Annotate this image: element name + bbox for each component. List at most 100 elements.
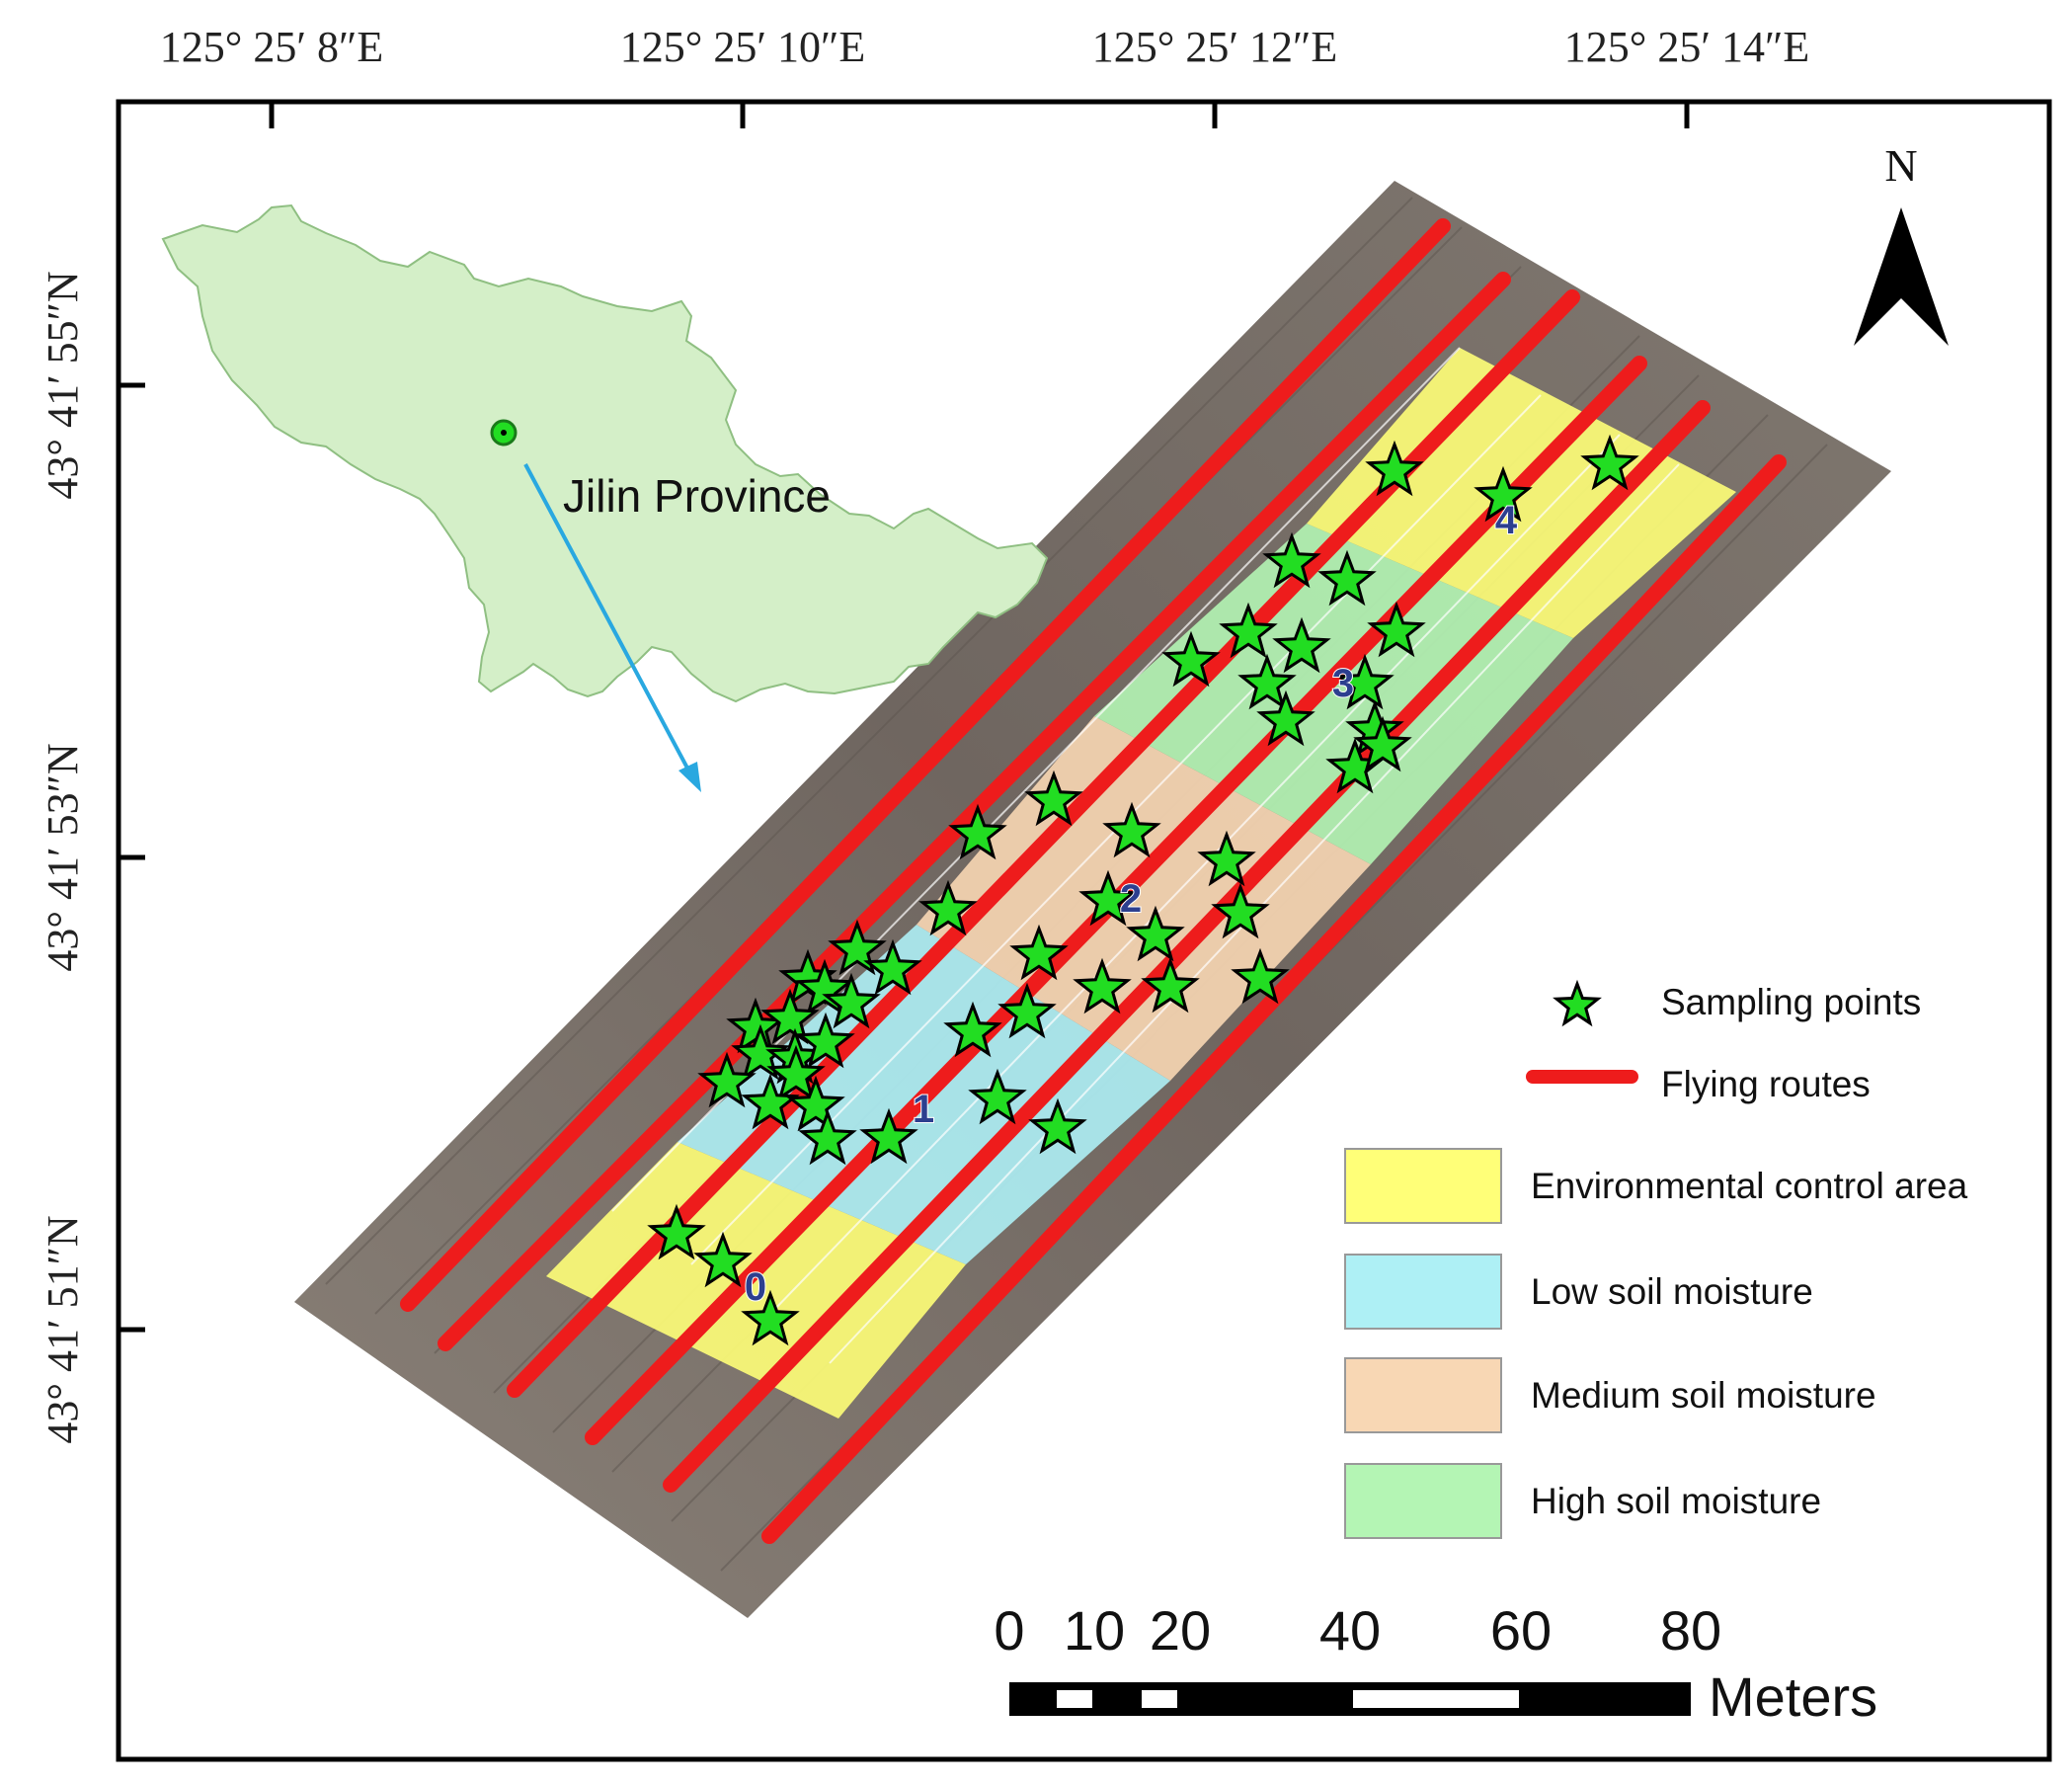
sampling-point-9	[1161, 630, 1221, 688]
sampling-point-45	[798, 1108, 857, 1166]
sampling-point-12	[1256, 690, 1315, 747]
scale-tick-20: 20	[1150, 1599, 1211, 1662]
scale-tick-0: 0	[994, 1599, 1024, 1662]
scale-tick-40: 40	[1319, 1599, 1381, 1662]
sampling-point-18	[1102, 801, 1161, 858]
legend-item-flying-routes: Flying routes	[1526, 1064, 1871, 1104]
sampling-point-11	[1335, 653, 1395, 710]
flying-routes	[400, 218, 1787, 1544]
sampling-points	[647, 434, 1639, 1346]
top-coordinate-label-4: 125° 25′ 14″E	[1564, 23, 1809, 71]
flying-route-1	[400, 218, 1451, 1312]
legend-control-area-swatch	[1344, 1148, 1502, 1224]
scale-unit-label: Meters	[1709, 1665, 1877, 1728]
legend-high-moisture-label: High soil moisture	[1531, 1481, 1821, 1521]
sampling-point-37	[731, 1023, 790, 1081]
sampling-point-35	[943, 1001, 1002, 1058]
sampling-point-3	[1580, 434, 1639, 491]
north-arrow: N	[1854, 140, 1949, 346]
legend-sampling-points-label: Sampling points	[1661, 982, 1921, 1022]
sampling-point-49	[693, 1231, 753, 1288]
sampling-point-31	[795, 958, 854, 1015]
zone-number-3: 3	[1332, 662, 1354, 705]
top-coordinate-label-1: 125° 25′ 8″E	[160, 23, 383, 71]
sampling-point-34	[760, 988, 820, 1045]
sampling-point-22	[1126, 905, 1185, 962]
legend-low-moisture-label: Low soil moisture	[1531, 1271, 1813, 1312]
legend-item-medium-soil-moisture: Medium soil moisture	[1344, 1357, 1876, 1433]
sampling-point-25	[1073, 957, 1132, 1014]
legend-sampling-point-icon	[1553, 979, 1602, 1027]
scale-tick-60: 60	[1490, 1599, 1552, 1662]
sampling-point-2	[1474, 465, 1533, 523]
sampling-point-27	[1231, 947, 1290, 1005]
sampling-point-30	[863, 938, 922, 996]
legend-medium-moisture-label: Medium soil moisture	[1531, 1375, 1876, 1416]
jilin-province-shape	[161, 203, 1049, 703]
sampling-point-50	[741, 1289, 800, 1346]
left-coordinate-label-2: 43° 41′ 53″N	[39, 743, 87, 971]
high-moisture-zone	[1094, 524, 1573, 864]
sampling-point-46	[968, 1068, 1027, 1125]
scale-bar: 0 10 20 40 60 80 Meters	[994, 1599, 1877, 1728]
sampling-point-36	[997, 982, 1057, 1039]
sampling-point-44	[859, 1107, 918, 1165]
sampling-point-16	[948, 803, 1007, 860]
sampling-point-7	[1272, 616, 1331, 674]
left-coordinate-axis: 43° 41′ 55″N 43° 41′ 53″N 43° 41′ 51″N	[39, 271, 145, 1444]
sampling-point-42	[741, 1073, 800, 1130]
north-arrow-icon	[1854, 207, 1949, 346]
sampling-point-28	[828, 919, 887, 976]
sampling-point-26	[1141, 956, 1200, 1014]
legend-medium-moisture-swatch	[1344, 1357, 1502, 1433]
legend-flying-routes-label: Flying routes	[1661, 1064, 1871, 1104]
zone-number-4: 4	[1495, 499, 1518, 542]
sampling-point-8	[1367, 601, 1426, 658]
scale-tick-80: 80	[1660, 1599, 1721, 1662]
zone-number-2: 2	[1120, 877, 1142, 921]
flying-route-5	[663, 400, 1711, 1493]
sampling-point-4	[1262, 531, 1321, 589]
sampling-point-24	[1009, 924, 1069, 981]
sampling-point-43	[786, 1075, 845, 1132]
top-coordinate-label-3: 125° 25′ 12″E	[1092, 23, 1337, 71]
zone-number-1: 1	[913, 1088, 934, 1131]
legend-item-high-soil-moisture: High soil moisture	[1344, 1463, 1821, 1539]
flying-route-2	[438, 272, 1511, 1351]
sampling-point-6	[1219, 602, 1278, 659]
left-coordinate-label-1: 43° 41′ 55″N	[39, 271, 87, 499]
sampling-point-39	[796, 1012, 855, 1069]
legend-high-moisture-swatch	[1344, 1463, 1502, 1539]
zone-number-0: 0	[745, 1265, 766, 1309]
north-arrow-label: N	[1884, 140, 1917, 191]
sampling-point-17	[1024, 770, 1083, 827]
jilin-province-label: Jilin Province	[563, 470, 831, 522]
legend-item-sampling-points: Sampling points	[1553, 979, 1921, 1027]
sampling-point-15	[1353, 715, 1412, 772]
sampling-point-48	[647, 1203, 706, 1260]
inset-pointer-arrow	[523, 463, 693, 776]
legend-low-moisture-swatch	[1344, 1254, 1502, 1330]
top-coordinate-axis: 125° 25′ 8″E 125° 25′ 10″E 125° 25′ 12″E…	[160, 23, 1809, 128]
legend-control-area-label: Environmental control area	[1531, 1166, 1968, 1206]
sampling-point-10	[1237, 653, 1297, 710]
inset-pointer-arrowhead	[678, 762, 701, 792]
jilin-province-inset: Jilin Province	[161, 203, 1049, 792]
sampling-point-41	[766, 1044, 826, 1101]
sampling-point-32	[822, 972, 881, 1029]
sampling-point-40	[697, 1051, 757, 1108]
sampling-point-19	[1197, 830, 1256, 887]
left-coordinate-label-3: 43° 41′ 51″N	[39, 1215, 87, 1443]
sampling-point-47	[1028, 1097, 1087, 1155]
scale-tick-10: 10	[1064, 1599, 1125, 1662]
sampling-point-23	[1211, 882, 1270, 939]
sampling-point-1	[1365, 440, 1424, 497]
sampling-point-20	[918, 879, 978, 936]
zone-numbers: 0 1 2 3 4	[744, 498, 1519, 1310]
legend-item-environmental-control-area: Environmental control area	[1344, 1148, 1968, 1224]
legend-item-low-soil-moisture: Low soil moisture	[1344, 1254, 1813, 1330]
top-coordinate-label-2: 125° 25′ 10″E	[620, 23, 865, 71]
sampling-point-5	[1317, 549, 1377, 607]
map-legend: Sampling points Flying routes Environmen…	[1344, 979, 1968, 1539]
